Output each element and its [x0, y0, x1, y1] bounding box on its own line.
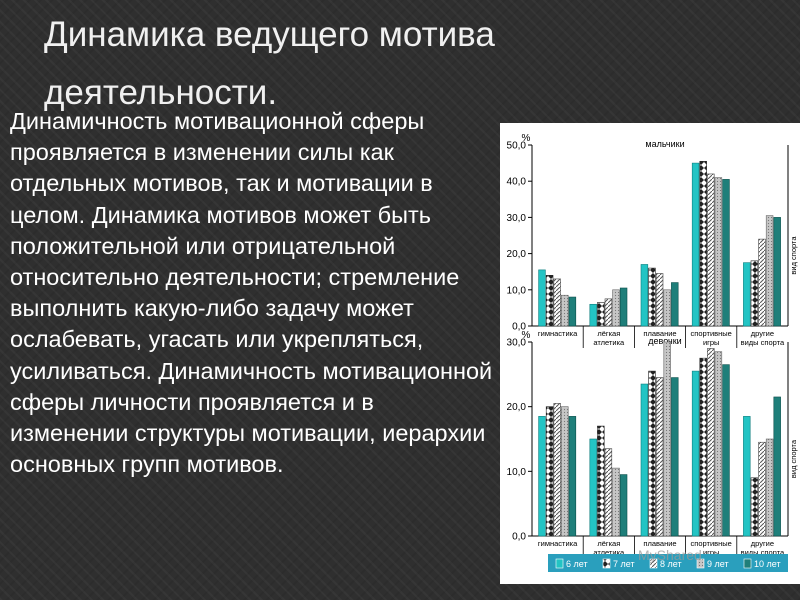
bar: [604, 448, 613, 537]
bar: [597, 302, 605, 327]
category-label: лёгкая: [597, 539, 620, 548]
bar: [671, 377, 679, 537]
y-axis-unit: %: [522, 330, 531, 341]
bar: [663, 341, 671, 537]
bar: [538, 416, 546, 537]
bar: [773, 396, 781, 537]
bar: [663, 289, 671, 327]
legend-swatch: [743, 558, 752, 569]
bar: [758, 238, 766, 327]
bar: [750, 260, 759, 327]
side-axis-label: вид спорта: [789, 439, 798, 478]
bar: [561, 294, 569, 327]
y-tick-label: 0,0: [512, 322, 526, 333]
legend-label: 8 лет: [660, 559, 682, 569]
bar-chart: 0,0 10,0 20,0 30,0 40,0 50,0% мальчики вид спор…: [507, 133, 798, 572]
bar: [707, 348, 715, 537]
category-label: игры: [703, 338, 720, 347]
bar: [743, 262, 751, 327]
bar: [553, 403, 561, 537]
category-label: лёгкая: [597, 329, 620, 338]
bar: [655, 273, 664, 327]
bar: [765, 438, 774, 537]
watermark-text: MyShared: [638, 547, 702, 563]
bar: [568, 296, 577, 327]
bar: [699, 160, 707, 327]
legend-swatch: [696, 558, 705, 569]
bar: [612, 467, 620, 537]
y-tick-label: 20,0: [507, 249, 527, 260]
category-label: атлетика: [593, 338, 625, 347]
chart-panel: 0,0 10,0 20,0 30,0 40,0 50,0% мальчики вид спор…: [500, 123, 800, 584]
bar: [568, 416, 577, 537]
bar: [597, 425, 605, 537]
legend-swatch: [649, 558, 658, 569]
bar: [640, 383, 649, 537]
bar: [714, 177, 723, 327]
bar: [722, 179, 730, 327]
y-axis-unit: %: [522, 133, 531, 144]
slide-title: Динамика ведущего мотива деятельности.: [44, 15, 495, 112]
y-tick-label: 10,0: [507, 467, 527, 478]
bar: [619, 474, 628, 537]
bar: [743, 416, 751, 537]
y-tick-label: 10,0: [507, 285, 527, 296]
bar: [612, 289, 620, 327]
bar: [604, 298, 613, 327]
category-label: плавание: [643, 329, 676, 338]
category-label: гимнастика: [538, 329, 578, 338]
legend-label: 9 лет: [707, 559, 729, 569]
bar: [640, 264, 649, 327]
bar: [699, 357, 707, 537]
category-label: виды спорта: [741, 338, 785, 347]
bar: [561, 406, 569, 537]
bar: [619, 287, 628, 327]
y-tick-label: 0,0: [512, 532, 526, 543]
category-label: виды спорта: [741, 548, 785, 557]
bar: [758, 441, 766, 537]
bar: [773, 217, 781, 327]
category-label: другие: [751, 539, 774, 548]
bar: [691, 370, 700, 537]
legend-swatch: [555, 558, 564, 569]
category-label: спортивные: [691, 329, 732, 338]
bar: [655, 377, 664, 537]
bar: [671, 282, 679, 327]
bar: [765, 215, 774, 327]
bar: [545, 406, 554, 537]
category-label: игры: [703, 548, 720, 557]
bar: [750, 477, 759, 537]
bar: [545, 275, 554, 327]
y-tick-label: 40,0: [507, 177, 527, 188]
chart-title: мальчики: [645, 139, 684, 149]
bar: [648, 370, 656, 537]
bar: [589, 438, 597, 537]
legend-label: 10 лет: [754, 559, 781, 569]
chart-title: девочки: [648, 336, 681, 346]
category-label: другие: [751, 329, 774, 338]
bar: [691, 162, 700, 327]
bar: [589, 303, 597, 327]
y-tick-label: 20,0: [507, 402, 527, 413]
legend-swatch: [602, 558, 611, 569]
bar: [538, 269, 546, 327]
category-label: плавание: [643, 539, 676, 548]
y-tick-label: 30,0: [507, 338, 527, 349]
y-tick-label: 50,0: [507, 141, 527, 152]
bar: [722, 364, 730, 537]
side-axis-label: вид спорта: [789, 236, 798, 275]
y-tick-label: 30,0: [507, 213, 527, 224]
legend-label: 6 лет: [566, 559, 588, 569]
bar: [553, 278, 561, 327]
bar: [648, 267, 656, 327]
category-label: атлетика: [593, 548, 625, 557]
bar: [707, 173, 715, 327]
slide-body-text: Динамичность мотивационной сферы проявля…: [10, 108, 493, 478]
bar: [714, 351, 723, 537]
category-label: гимнастика: [538, 539, 578, 548]
category-label: спортивные: [691, 539, 732, 548]
legend-label: 7 лет: [613, 559, 635, 569]
